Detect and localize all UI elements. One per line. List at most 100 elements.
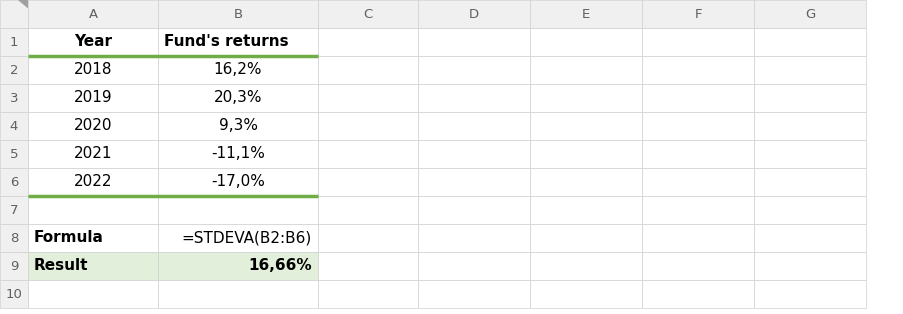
Bar bbox=[753, 196, 865, 224]
Bar bbox=[318, 0, 417, 28]
Text: 2018: 2018 bbox=[74, 62, 112, 78]
Bar bbox=[0, 56, 28, 84]
Bar bbox=[158, 84, 318, 112]
Bar bbox=[417, 140, 529, 168]
Bar bbox=[28, 84, 158, 112]
Bar bbox=[753, 28, 865, 56]
Bar bbox=[641, 56, 753, 84]
Bar bbox=[529, 140, 641, 168]
Bar bbox=[417, 224, 529, 252]
Text: 20,3%: 20,3% bbox=[213, 90, 262, 106]
Text: -11,1%: -11,1% bbox=[210, 147, 265, 161]
Text: 9: 9 bbox=[10, 259, 18, 273]
Bar bbox=[529, 28, 641, 56]
Text: 8: 8 bbox=[10, 231, 18, 245]
Bar bbox=[753, 252, 865, 280]
Bar bbox=[641, 140, 753, 168]
Bar bbox=[641, 224, 753, 252]
Bar bbox=[318, 56, 417, 84]
Bar bbox=[529, 0, 641, 28]
Bar bbox=[529, 224, 641, 252]
Bar bbox=[158, 140, 318, 168]
Bar bbox=[417, 0, 529, 28]
Text: B: B bbox=[233, 8, 242, 20]
Bar bbox=[641, 168, 753, 196]
Bar bbox=[641, 0, 753, 28]
Bar bbox=[0, 0, 28, 28]
Text: 4: 4 bbox=[10, 120, 18, 133]
Bar bbox=[753, 168, 865, 196]
Bar bbox=[28, 280, 158, 308]
Bar bbox=[318, 112, 417, 140]
Bar bbox=[417, 252, 529, 280]
Bar bbox=[753, 224, 865, 252]
Bar bbox=[529, 112, 641, 140]
Bar bbox=[529, 280, 641, 308]
Bar bbox=[641, 252, 753, 280]
Bar bbox=[529, 252, 641, 280]
Bar bbox=[0, 224, 28, 252]
Bar bbox=[28, 56, 158, 84]
Bar bbox=[28, 224, 158, 252]
Bar bbox=[0, 84, 28, 112]
Text: F: F bbox=[694, 8, 701, 20]
Bar bbox=[318, 140, 417, 168]
Bar bbox=[529, 196, 641, 224]
Bar bbox=[641, 28, 753, 56]
Text: Formula: Formula bbox=[34, 230, 104, 246]
Bar bbox=[417, 280, 529, 308]
Bar bbox=[0, 252, 28, 280]
Bar bbox=[753, 140, 865, 168]
Bar bbox=[158, 0, 318, 28]
Bar bbox=[158, 252, 318, 280]
Polygon shape bbox=[18, 0, 28, 8]
Bar bbox=[529, 168, 641, 196]
Text: D: D bbox=[469, 8, 479, 20]
Bar bbox=[417, 168, 529, 196]
Text: 7: 7 bbox=[10, 203, 18, 216]
Bar bbox=[158, 224, 318, 252]
Text: Fund's returns: Fund's returns bbox=[163, 35, 288, 50]
Text: 5: 5 bbox=[10, 148, 18, 160]
Bar bbox=[753, 280, 865, 308]
Bar bbox=[28, 196, 158, 224]
Bar bbox=[28, 0, 158, 28]
Bar bbox=[753, 112, 865, 140]
Bar bbox=[158, 56, 318, 84]
Text: 2020: 2020 bbox=[74, 118, 112, 133]
Bar bbox=[0, 196, 28, 224]
Bar bbox=[28, 168, 158, 196]
Text: 10: 10 bbox=[5, 288, 23, 300]
Bar bbox=[641, 280, 753, 308]
Bar bbox=[641, 196, 753, 224]
Text: 16,2%: 16,2% bbox=[213, 62, 262, 78]
Bar bbox=[318, 168, 417, 196]
Bar bbox=[28, 112, 158, 140]
Bar bbox=[0, 168, 28, 196]
Bar bbox=[28, 252, 158, 280]
Text: G: G bbox=[804, 8, 815, 20]
Bar bbox=[158, 196, 318, 224]
Bar bbox=[753, 56, 865, 84]
Text: -17,0%: -17,0% bbox=[210, 175, 265, 190]
Text: C: C bbox=[363, 8, 372, 20]
Text: 2019: 2019 bbox=[74, 90, 112, 106]
Text: 16,66%: 16,66% bbox=[248, 258, 312, 273]
Text: 6: 6 bbox=[10, 176, 18, 188]
Bar bbox=[0, 140, 28, 168]
Text: 3: 3 bbox=[10, 91, 18, 105]
Bar bbox=[417, 112, 529, 140]
Bar bbox=[28, 28, 158, 56]
Bar bbox=[318, 252, 417, 280]
Bar bbox=[318, 196, 417, 224]
Bar bbox=[529, 84, 641, 112]
Bar bbox=[753, 84, 865, 112]
Bar bbox=[417, 56, 529, 84]
Bar bbox=[158, 112, 318, 140]
Bar bbox=[641, 84, 753, 112]
Bar bbox=[158, 28, 318, 56]
Bar bbox=[417, 196, 529, 224]
Text: Result: Result bbox=[34, 258, 88, 273]
Bar bbox=[158, 168, 318, 196]
Bar bbox=[0, 112, 28, 140]
